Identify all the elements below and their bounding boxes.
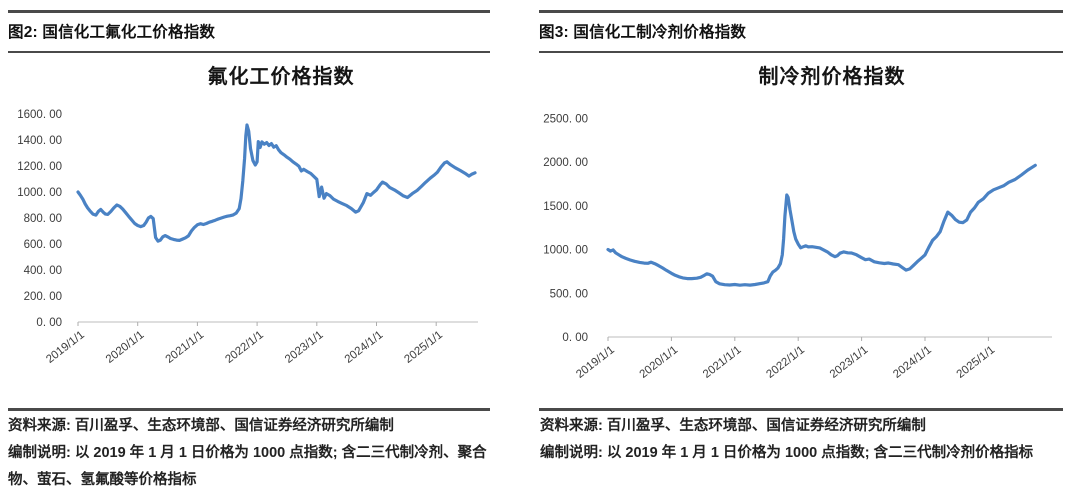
divider-rule-mid-right bbox=[539, 51, 1063, 53]
svg-text:2025/1/1: 2025/1/1 bbox=[402, 329, 445, 366]
svg-text:2021/1/1: 2021/1/1 bbox=[164, 329, 207, 366]
chart-title-refrigerant: 制冷剂价格指数 bbox=[758, 66, 906, 88]
svg-text:400. 00: 400. 00 bbox=[24, 265, 62, 277]
divider-rule-bottom-right bbox=[539, 408, 1063, 411]
svg-text:0. 00: 0. 00 bbox=[562, 332, 588, 344]
svg-text:2021/1/1: 2021/1/1 bbox=[701, 344, 744, 381]
svg-text:1500. 00: 1500. 00 bbox=[543, 201, 588, 213]
svg-text:1200. 00: 1200. 00 bbox=[17, 161, 62, 173]
svg-text:2022/1/1: 2022/1/1 bbox=[764, 344, 807, 381]
svg-text:1400. 00: 1400. 00 bbox=[17, 135, 62, 147]
svg-text:2024/1/1: 2024/1/1 bbox=[343, 329, 386, 366]
divider-rule-bottom-left bbox=[8, 408, 490, 411]
svg-text:800. 00: 800. 00 bbox=[24, 213, 62, 225]
svg-text:500. 00: 500. 00 bbox=[550, 288, 588, 300]
source-text-left: 资料来源: 百川盈孚、生态环境部、国信证券经济研究所编制 bbox=[8, 418, 394, 434]
divider-rule-top-left bbox=[8, 10, 490, 13]
svg-text:200. 00: 200. 00 bbox=[24, 291, 62, 303]
svg-text:600. 00: 600. 00 bbox=[24, 239, 62, 251]
svg-text:2019/1/1: 2019/1/1 bbox=[574, 344, 617, 381]
note-text-left: 编制说明: 以 2019 年 1 月 1 日价格为 1000 点指数; 含二三代… bbox=[8, 445, 487, 488]
svg-text:2022/1/1: 2022/1/1 bbox=[223, 329, 266, 366]
footer-left: 资料来源: 百川盈孚、生态环境部、国信证券经济研究所编制 编制说明: 以 201… bbox=[8, 413, 494, 494]
svg-text:2020/1/1: 2020/1/1 bbox=[638, 344, 681, 381]
chart-title-fluorochemical: 氟化工价格指数 bbox=[207, 66, 355, 88]
svg-text:2500. 00: 2500. 00 bbox=[543, 113, 588, 125]
svg-text:1600. 00: 1600. 00 bbox=[17, 109, 62, 121]
svg-text:2025/1/1: 2025/1/1 bbox=[955, 344, 998, 381]
svg-text:2000. 00: 2000. 00 bbox=[543, 157, 588, 169]
svg-text:2023/1/1: 2023/1/1 bbox=[283, 329, 326, 366]
figure-header-right: 图3: 国信化工制冷剂价格指数 bbox=[539, 24, 747, 41]
svg-text:2020/1/1: 2020/1/1 bbox=[104, 329, 147, 366]
footer-right: 资料来源: 百川盈孚、生态环境部、国信证券经济研究所编制 编制说明: 以 201… bbox=[540, 413, 1064, 467]
line-chart-refrigerant: 0. 00 500. 00 1000. 00 1500. 00 2000. 00 2500… bbox=[543, 113, 1052, 381]
svg-text:1000. 00: 1000. 00 bbox=[17, 187, 62, 199]
svg-text:2023/1/1: 2023/1/1 bbox=[828, 344, 871, 381]
svg-text:2024/1/1: 2024/1/1 bbox=[891, 344, 934, 381]
divider-rule-top-right bbox=[539, 10, 1063, 13]
svg-text:2019/1/1: 2019/1/1 bbox=[44, 329, 87, 366]
source-text-right: 资料来源: 百川盈孚、生态环境部、国信证券经济研究所编制 bbox=[540, 418, 926, 434]
divider-rule-mid-left bbox=[8, 51, 490, 53]
note-text-right: 编制说明: 以 2019 年 1 月 1 日价格为 1000 点指数; 含二三代… bbox=[540, 445, 1034, 461]
figure-header-left: 图2: 国信化工氟化工价格指数 bbox=[8, 24, 216, 41]
svg-text:0. 00: 0. 00 bbox=[36, 317, 62, 329]
svg-text:1000. 00: 1000. 00 bbox=[543, 245, 588, 257]
line-chart-fluorochemical: 0. 00 200. 00 400. 00 600. 00 800. 00 1000. 0… bbox=[17, 109, 478, 366]
